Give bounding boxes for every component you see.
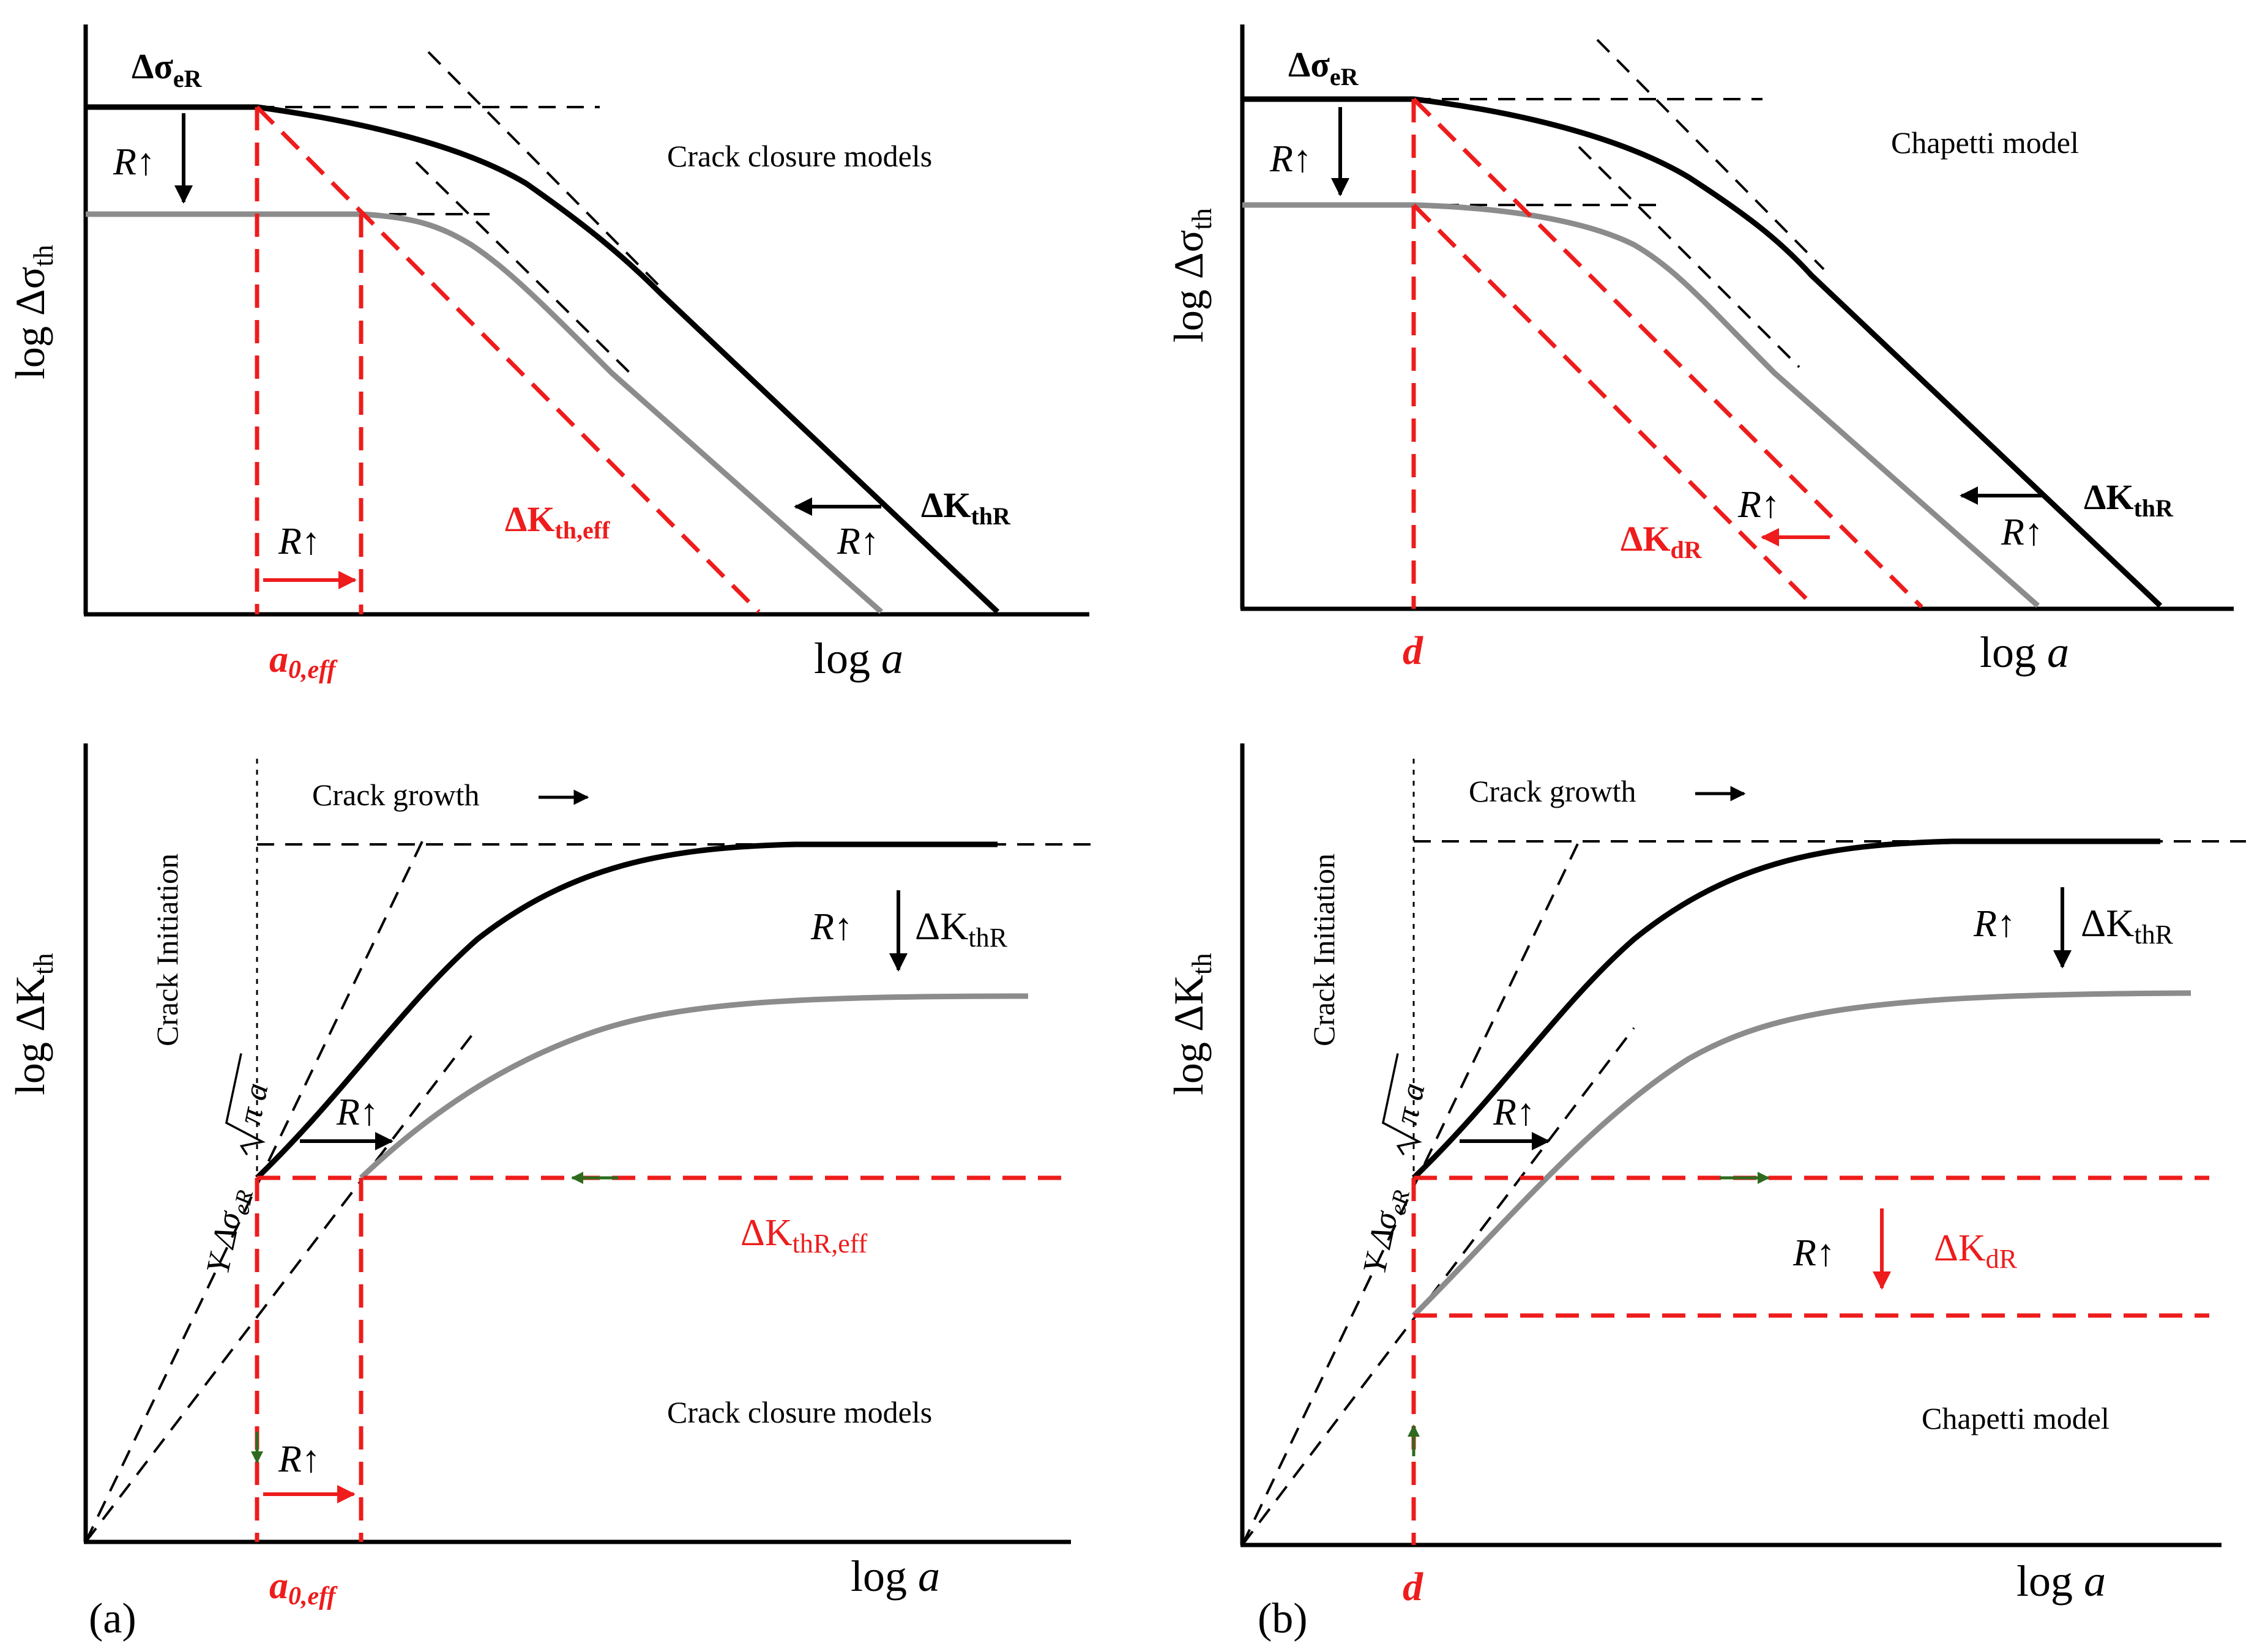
- label-R-up: R↑: [278, 521, 321, 562]
- label-R-up: R↑: [1737, 484, 1780, 526]
- formula-sqrt-arg: π a: [1387, 1079, 1432, 1128]
- label-panel-b: (b): [1258, 1595, 1308, 1642]
- panel-bottom-right: Crack growth Crack Initiation R↑ R↑ ΔKth…: [1165, 743, 2246, 1642]
- red-line-2: [1414, 205, 1815, 607]
- label-R-up: R↑: [810, 906, 853, 948]
- label-R-up: R↑: [837, 521, 879, 562]
- label-crack-initiation: Crack Initiation: [1307, 854, 1341, 1046]
- formula-text: YΔσeR: [1356, 1185, 1415, 1279]
- formula-sqrt-arg: π a: [231, 1079, 275, 1128]
- asymptote-dashed-black: [428, 52, 661, 288]
- label-log-a: log a: [851, 1552, 940, 1601]
- label-d: d: [1403, 628, 1423, 673]
- label-delta-K-thR: ΔKthR: [921, 485, 1011, 530]
- label-delta-K-thR: ΔKthR: [2081, 901, 2174, 950]
- label-log-delta-sigma-th: log Δσth: [1165, 208, 1217, 343]
- label-R-up: R↑: [113, 141, 155, 183]
- asymptote-dashed-black: [1597, 40, 1824, 269]
- label-dKthR-eff: ΔKthR,eff: [740, 1212, 868, 1259]
- label-R-up: R↑: [1269, 138, 1312, 180]
- label-a0eff: a0,eff: [269, 639, 338, 684]
- label-a0eff: a0,eff: [269, 1565, 338, 1610]
- label-crack-closure-models: Crack closure models: [667, 139, 932, 173]
- origin-ray-1: [86, 841, 422, 1542]
- label-delta-sigma-eR: ΔσeR: [132, 47, 203, 92]
- label-delta-sigma-eR: ΔσeR: [1288, 45, 1359, 91]
- label-dKth-eff: ΔKth,eff: [505, 499, 610, 544]
- label-delta-K-dR: ΔKdR: [1934, 1227, 2018, 1274]
- label-R-up: R↑: [2001, 512, 2043, 553]
- origin-ray-2: [1242, 1028, 1634, 1545]
- label-R-up: R↑: [1973, 903, 2016, 945]
- label-crack-initiation: Crack Initiation: [150, 854, 184, 1046]
- label-panel-a: (a): [89, 1595, 136, 1642]
- figure: ΔσeR R↑ Crack closure models ΔKth,eff R↑…: [0, 0, 2268, 1649]
- label-delta-K-dR: ΔKdR: [1621, 519, 1703, 564]
- label-log-a: log a: [1980, 628, 2069, 677]
- label-log-delta-K-th: log ΔKth: [1165, 953, 1217, 1095]
- label-log-a: log a: [814, 634, 903, 683]
- label-R-up: R↑: [278, 1439, 321, 1480]
- label-chapetti-model: Chapetti model: [1891, 125, 2079, 160]
- asymptote-dashed-gray: [416, 162, 636, 379]
- label-delta-K-thR: ΔKthR: [915, 904, 1008, 953]
- label-d: d: [1403, 1565, 1423, 1609]
- label-R-up: R↑: [1792, 1232, 1835, 1274]
- curve-gray: [361, 996, 1028, 1178]
- label-R-up: R↑: [1493, 1092, 1535, 1133]
- label-crack-growth: Crack growth: [1469, 774, 1636, 808]
- panel-top-right: ΔσeR R↑ Chapetti model R↑ ΔKdR R↑ ΔKthR …: [1165, 24, 2234, 677]
- label-crack-closure-models: Crack closure models: [667, 1395, 932, 1429]
- label-log-a: log a: [2016, 1557, 2106, 1606]
- label-log-delta-sigma-th: log Δσth: [7, 245, 59, 379]
- panel-bottom-left: Crack growth Crack Initiation R↑ R↑ ΔKth…: [7, 743, 1095, 1642]
- label-delta-K-thR: ΔKthR: [2084, 477, 2174, 522]
- label-chapetti-model: Chapetti model: [1922, 1401, 2109, 1435]
- formula-text: YΔσeR: [199, 1185, 258, 1279]
- curve-gray: [86, 214, 881, 612]
- panel-top-left: ΔσeR R↑ Crack closure models ΔKth,eff R↑…: [7, 24, 1089, 684]
- label-crack-growth: Crack growth: [312, 778, 480, 812]
- label-R-up: R↑: [336, 1092, 379, 1133]
- label-log-delta-K-th: log ΔKth: [7, 953, 59, 1095]
